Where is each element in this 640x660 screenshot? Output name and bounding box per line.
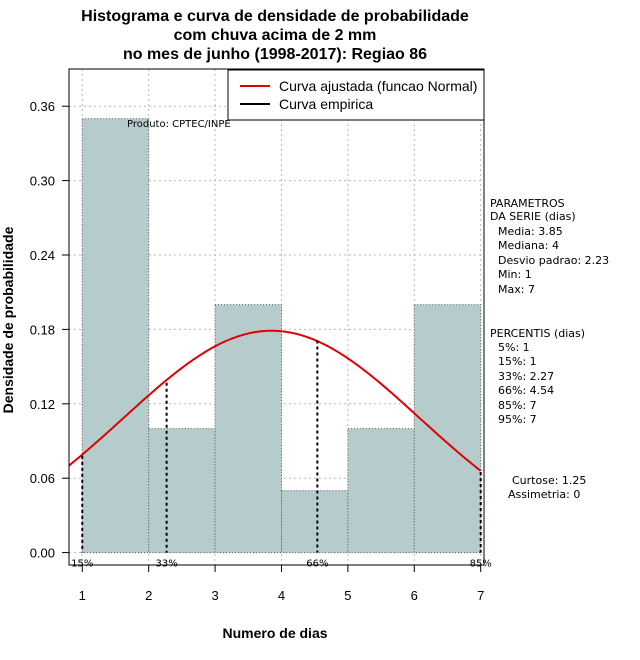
x-tick-label: 7 xyxy=(477,588,484,603)
histogram-bars xyxy=(81,118,482,554)
curve-layer xyxy=(68,329,482,472)
y-tick-label: 0.24 xyxy=(30,248,55,263)
histogram-bar-6 xyxy=(413,304,482,554)
legend-box xyxy=(227,69,485,121)
param-min: Min: 1 xyxy=(498,268,532,281)
curtose-text: Curtose: 1.25 xyxy=(512,474,586,487)
histogram-bar-5 xyxy=(347,428,415,554)
x-tick-label: 4 xyxy=(278,588,285,603)
percentil-33: 33%: 2.27 xyxy=(498,370,554,383)
param-desvio: Desvio padrao: 2.23 xyxy=(498,254,609,267)
percentile-label-33: 33% xyxy=(155,559,177,570)
chart-title-line-2: com chuva acima de 2 mm xyxy=(174,27,377,44)
side-panel: PARAMETROS DA SERIE (dias) Media: 3.85 M… xyxy=(490,197,609,501)
y-tick-label: 0.00 xyxy=(30,546,55,561)
params-title-2: DA SERIE (dias) xyxy=(490,210,576,223)
y-tick-label: 0.36 xyxy=(30,99,55,114)
legend-label-normal: Curva ajustada (funcao Normal) xyxy=(279,78,477,94)
y-axis-title: Densidade de probabilidade xyxy=(0,226,16,413)
percentis-title: PERCENTIS (dias) xyxy=(490,327,585,340)
y-tick-label: 0.06 xyxy=(30,471,55,486)
x-tick-label: 5 xyxy=(344,588,351,603)
percentile-lines: 15% 33% 66% 85% xyxy=(71,340,492,570)
percentil-5: 5%: 1 xyxy=(498,341,530,354)
plot-frame xyxy=(68,68,485,566)
x-tick-label: 3 xyxy=(211,588,218,603)
normal-curve xyxy=(68,329,482,472)
param-media: Media: 3.85 xyxy=(498,225,563,238)
x-tick-label: 6 xyxy=(411,588,418,603)
y-tick-label: 0.12 xyxy=(30,397,55,412)
legend-label-empirical: Curva empirica xyxy=(279,96,373,112)
axis-ticks: 1 2 3 4 5 6 7 0.00 0.06 0.12 0.18 0.24 0.30 0.36 xyxy=(30,99,485,603)
param-max: Max: 7 xyxy=(498,283,535,296)
percentil-85: 85%: 7 xyxy=(498,399,537,412)
percentil-15: 15%: 1 xyxy=(498,355,537,368)
histogram-bar-1 xyxy=(81,118,150,554)
histogram-bar-4 xyxy=(280,490,349,554)
chart-title-line-1: Histograma e curva de densidade de proba… xyxy=(81,8,469,25)
percentil-66: 66%: 4.54 xyxy=(498,384,554,397)
legend: Curva ajustada (funcao Normal) Curva emp… xyxy=(227,69,485,121)
percentil-95: 95%: 7 xyxy=(498,413,537,426)
params-title-1: PARAMETROS xyxy=(490,197,565,210)
x-tick-label: 2 xyxy=(145,588,152,603)
histogram-bar-2 xyxy=(148,428,216,554)
watermark-text: Produto: CPTEC/INPE xyxy=(127,119,231,130)
y-tick-label: 0.18 xyxy=(30,322,55,337)
chart-title-line-3: no mes de junho (1998-2017): Regiao 86 xyxy=(123,46,427,63)
histogram-bar-3 xyxy=(214,304,282,554)
percentile-label-15: 15% xyxy=(71,559,93,570)
percentile-label-85: 85% xyxy=(470,559,492,570)
assimetria-text: Assimetria: 0 xyxy=(508,488,580,501)
x-axis-title: Numero de dias xyxy=(222,625,327,641)
y-tick-label: 0.30 xyxy=(30,174,55,189)
percentile-label-66: 66% xyxy=(306,559,328,570)
x-tick-label: 1 xyxy=(79,588,86,603)
param-mediana: Mediana: 4 xyxy=(498,239,559,252)
